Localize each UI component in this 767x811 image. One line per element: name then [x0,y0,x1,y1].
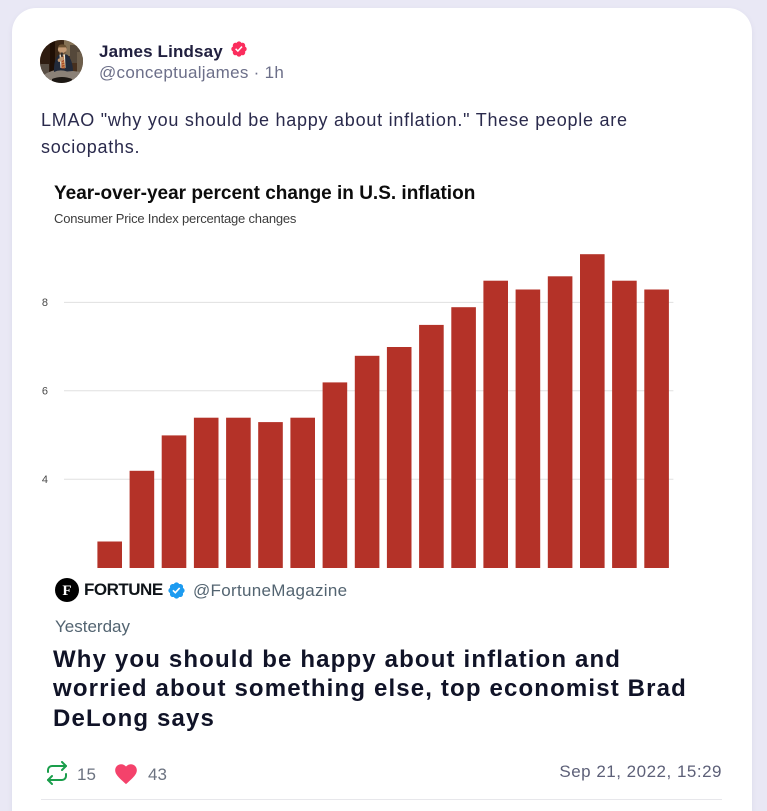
svg-text:4: 4 [42,474,48,486]
svg-text:6: 6 [42,385,48,397]
svg-text:F: F [62,583,71,599]
svg-text:8: 8 [42,297,48,309]
